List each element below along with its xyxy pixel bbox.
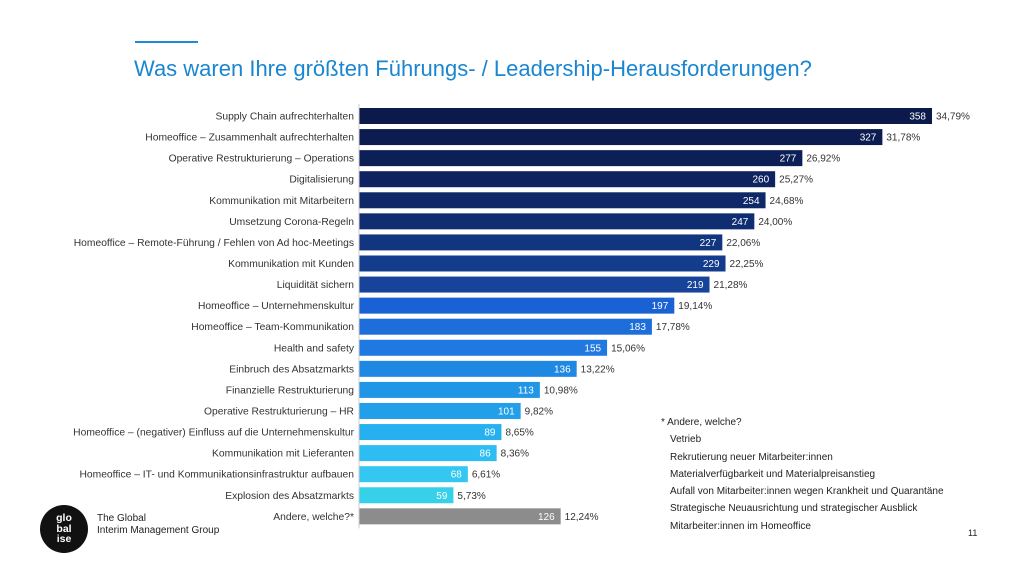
category-label: Andere, welche?*: [273, 512, 354, 523]
value-label: 247: [732, 217, 749, 228]
value-label: 277: [780, 154, 797, 165]
category-label: Supply Chain aufrechterhalten: [215, 112, 354, 123]
percent-label: 31,78%: [886, 133, 920, 144]
percent-label: 9,82%: [525, 406, 553, 417]
percent-label: 24,00%: [758, 217, 792, 228]
bar: [359, 255, 726, 272]
category-label: Digitalisierung: [289, 175, 354, 186]
bar: [359, 508, 561, 525]
bar: [359, 318, 652, 335]
value-label: 113: [518, 385, 534, 396]
note-item: Rekrutierung neuer Mitarbeiter:innen: [670, 451, 833, 463]
bar: [359, 213, 755, 230]
bar: [359, 487, 454, 504]
bar: [359, 360, 577, 377]
category-label: Operative Restrukturierung – HR: [204, 406, 354, 417]
bar: [359, 192, 766, 209]
percent-label: 22,25%: [730, 259, 764, 270]
value-label: 254: [743, 196, 760, 207]
percent-label: 15,06%: [611, 343, 645, 354]
value-label: 358: [909, 112, 926, 123]
category-label: Homeoffice – Team-Kommunikation: [191, 322, 354, 333]
company-line: The Global: [97, 513, 146, 524]
note-item: Materialverfügbarkeit und Materialpreisa…: [670, 468, 876, 480]
globalise-logo: glo bal ise: [40, 505, 88, 553]
value-label: 227: [700, 238, 717, 249]
category-label: Homeoffice – IT- und Kommunikationsinfra…: [79, 470, 354, 481]
percent-label: 24,68%: [770, 196, 804, 207]
logo-line: glo: [56, 512, 72, 524]
category-label: Homeoffice – Remote-Führung / Fehlen von…: [74, 238, 354, 249]
category-label: Umsetzung Corona-Regeln: [229, 217, 354, 228]
value-label: 101: [498, 406, 515, 417]
percent-label: 12,24%: [565, 512, 599, 523]
category-label: Homeoffice – Unternehmenskultur: [198, 301, 355, 312]
value-label: 126: [538, 512, 555, 523]
category-label: Explosion des Absatzmarkts: [225, 491, 354, 502]
percent-label: 21,28%: [714, 280, 748, 291]
bar: [359, 424, 502, 441]
bar: [359, 445, 497, 462]
bar: [359, 339, 608, 356]
bar: [359, 150, 803, 167]
note-heading: * Andere, welche?: [661, 417, 742, 428]
value-label: 59: [436, 491, 448, 502]
note-item: Aufall von Mitarbeiter:innen wegen Krank…: [670, 486, 944, 498]
note-item: Mitarbeiter:innen im Homeoffice: [670, 520, 811, 532]
percent-label: 34,79%: [936, 112, 970, 123]
percent-label: 10,98%: [544, 385, 578, 396]
page-title: Was waren Ihre größten Führungs- / Leade…: [134, 56, 812, 81]
company-line: Interim Management Group: [97, 525, 220, 536]
category-label: Operative Restrukturierung – Operations: [169, 154, 354, 165]
company-name: The Global Interim Management Group: [97, 513, 219, 537]
value-label: 327: [860, 133, 877, 144]
percent-label: 8,36%: [501, 449, 529, 460]
percent-label: 26,92%: [806, 154, 840, 165]
category-label: Kommunikation mit Lieferanten: [212, 449, 354, 460]
percent-label: 19,14%: [678, 301, 712, 312]
percent-label: 13,22%: [581, 364, 615, 375]
category-label: Kommunikation mit Mitarbeitern: [209, 196, 354, 207]
note-item: Strategische Neuausrichtung und strategi…: [670, 503, 918, 515]
logo-line: bal: [56, 522, 72, 535]
value-label: 89: [484, 428, 496, 439]
category-label: Kommunikation mit Kunden: [228, 259, 354, 270]
note-item: Vetrieb: [670, 434, 702, 446]
bar: [359, 129, 883, 146]
category-label: Einbruch des Absatzmarkts: [229, 364, 354, 375]
value-label: 136: [554, 364, 571, 375]
bar: [359, 234, 723, 251]
value-label: 155: [584, 343, 601, 354]
category-label: Homeoffice – (negativer) Einfluss auf di…: [73, 428, 354, 439]
value-label: 68: [451, 470, 463, 481]
bar: [359, 381, 540, 398]
percent-label: 25,27%: [779, 175, 813, 186]
percent-label: 6,61%: [472, 470, 500, 481]
value-label: 183: [629, 322, 646, 333]
bar: [359, 402, 521, 419]
bar: [359, 297, 675, 314]
logo-line: ise: [56, 533, 72, 545]
value-label: 219: [687, 280, 704, 291]
value-label: 229: [703, 259, 720, 270]
bar: [359, 466, 468, 483]
value-label: 86: [480, 449, 492, 460]
value-label: 260: [752, 175, 769, 186]
percent-label: 17,78%: [656, 322, 690, 333]
category-label: Health and safety: [274, 343, 355, 354]
category-label: Finanzielle Restrukturierung: [226, 385, 354, 396]
bar: [359, 276, 710, 293]
page-number: 11: [968, 528, 978, 538]
other-answers-note: * Andere, welche? Vetrieb Rekrutierung n…: [661, 414, 944, 535]
bar: [359, 108, 932, 124]
bar: [359, 171, 776, 188]
percent-label: 8,65%: [505, 428, 533, 439]
title-accent-line: [135, 41, 198, 43]
percent-label: 22,06%: [726, 238, 760, 249]
category-label: Homeoffice – Zusammenhalt aufrechterhalt…: [145, 133, 354, 144]
percent-label: 5,73%: [457, 491, 485, 502]
value-label: 197: [652, 301, 669, 312]
category-label: Liquidität sichern: [277, 280, 355, 291]
